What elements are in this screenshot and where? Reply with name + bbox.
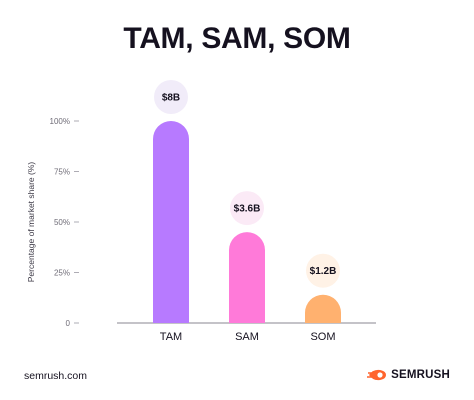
bar-tam xyxy=(153,121,189,323)
data-label: $3.6B xyxy=(234,204,261,215)
bar-chart: 0 25% 50% 75% 100% TAM $8B SAM $3.6B SOM $1.2B Pe… xyxy=(26,80,376,343)
brand-logo: SEMRUSH xyxy=(367,368,450,382)
bar-sam xyxy=(229,232,265,323)
source-link[interactable]: semrush.com xyxy=(24,370,88,382)
y-tick-label: 25% xyxy=(54,269,70,278)
semrush-fire-icon xyxy=(367,369,387,381)
y-tick-label: 75% xyxy=(54,168,70,177)
x-tick-label: SOM xyxy=(310,331,335,343)
x-tick-label: SAM xyxy=(235,331,259,343)
labels-layer: TAM $8B SAM $3.6B SOM $1.2B xyxy=(154,80,340,343)
data-label-bubble xyxy=(230,191,264,226)
y-tick-label: 0 xyxy=(66,319,71,328)
bars-layer xyxy=(153,121,341,323)
y-axis-label: Percentage of market share (%) xyxy=(26,162,36,283)
y-tick-label: 100% xyxy=(50,117,70,126)
x-tick-label: TAM xyxy=(160,331,182,343)
bar-som xyxy=(305,294,341,323)
data-label: $1.2B xyxy=(310,266,337,277)
brand-name: SEMRUSH xyxy=(391,369,450,381)
chart-title: TAM, SAM, SOM xyxy=(123,22,351,55)
data-label-bubble xyxy=(306,253,340,288)
data-label: $8B xyxy=(162,93,180,104)
y-tick-label: 50% xyxy=(54,218,70,227)
data-label-bubble xyxy=(154,80,188,114)
